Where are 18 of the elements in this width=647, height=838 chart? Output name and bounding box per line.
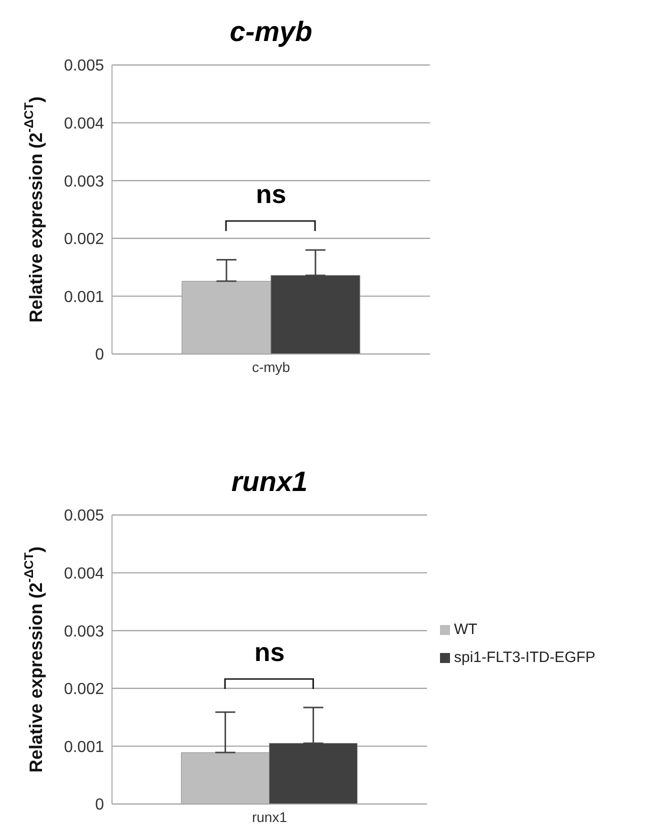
annotation: ns <box>254 179 288 210</box>
y-tick-label: 0.004 <box>64 565 104 582</box>
y-tick-label: 0.001 <box>64 288 104 306</box>
text: c-myb <box>252 358 290 375</box>
y-tick-label: 0.003 <box>64 623 104 640</box>
y-tick-label: 0.005 <box>64 58 104 75</box>
y-tick-label: 0.002 <box>64 681 104 698</box>
y-tick-label: 0 <box>95 796 104 814</box>
legend-label: WT <box>454 621 478 638</box>
text: runx1 <box>252 808 288 825</box>
y-tick-label: 0.005 <box>64 508 104 525</box>
y-tick-label: 0 <box>95 346 104 364</box>
legend-label: spi1-FLT3-ITD-EGFP <box>454 649 596 666</box>
annotation: ns <box>253 636 286 668</box>
y-tick-label: 0.004 <box>64 115 104 132</box>
y-tick-label: 0.002 <box>64 231 104 248</box>
y-tick-label: 0.001 <box>64 738 104 756</box>
y-tick-label: 0.003 <box>64 173 104 190</box>
